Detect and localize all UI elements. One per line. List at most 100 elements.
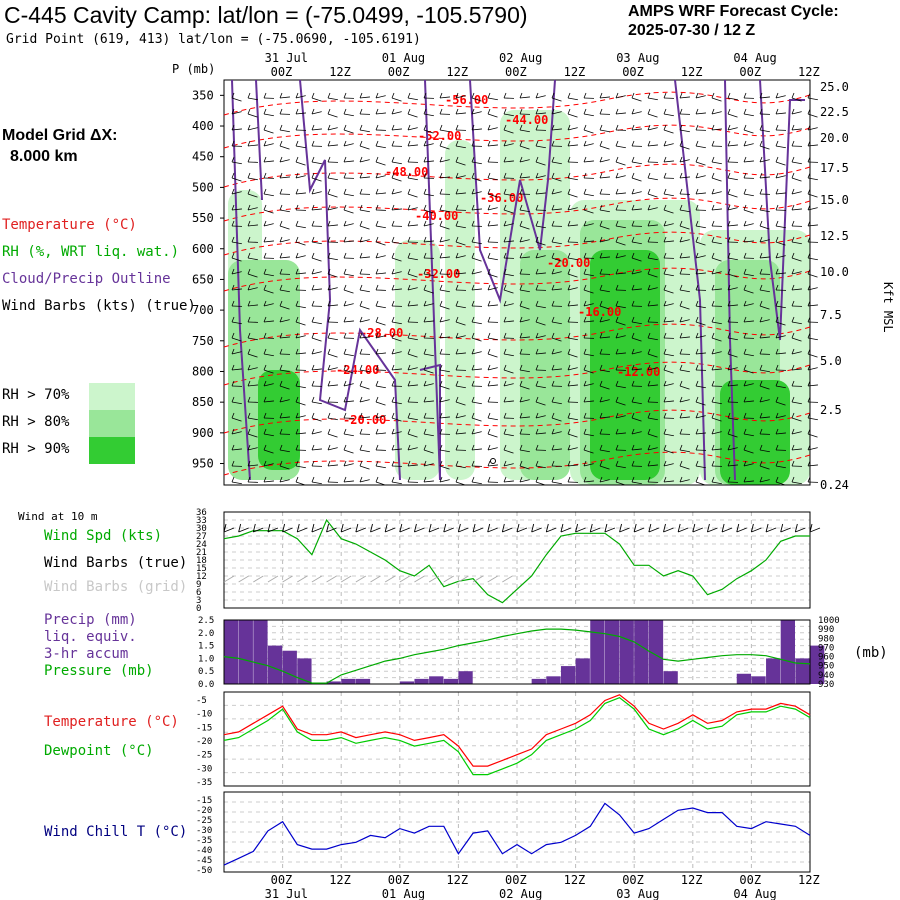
wind-barb-flag <box>471 172 475 179</box>
wind-barb <box>503 480 514 483</box>
wind-barb-true-flag <box>721 523 725 533</box>
wind-barb-flag <box>343 396 347 403</box>
wind-barb <box>247 337 258 341</box>
wind-barb-flag <box>647 396 651 403</box>
wind-barb <box>519 159 530 163</box>
wind-barb-flag <box>327 428 331 435</box>
wind-barb-flag <box>535 220 539 227</box>
wind-barb-flag <box>631 236 635 243</box>
wind-barb-flag <box>263 188 267 195</box>
wind-barb <box>535 415 546 419</box>
wind-barb <box>295 321 306 326</box>
axis-tick-label: 33 <box>196 516 207 526</box>
wind-barb-flag <box>759 364 763 371</box>
wind-barb <box>535 335 546 339</box>
wind-barb <box>695 161 706 166</box>
wind-barb-flag <box>535 156 539 163</box>
wind-barb-flag <box>727 92 731 99</box>
wind-barb <box>727 257 738 261</box>
wind-barb <box>791 241 802 245</box>
wind-barb-flag <box>279 412 283 419</box>
wind-barb <box>263 320 274 323</box>
hour-top-label: 12Z <box>446 65 468 79</box>
wind-barb-flag <box>343 428 347 435</box>
wind-barb-flag <box>615 140 619 147</box>
axis-tick-label: 1.0 <box>198 654 214 664</box>
rh90-swatch <box>89 437 135 464</box>
wind-barb <box>391 481 402 485</box>
pressure-tick-label: 350 <box>192 88 214 102</box>
wind-barb-flag <box>711 284 715 291</box>
wind-barb <box>407 97 418 101</box>
wind-barb <box>471 321 482 325</box>
wind-barb-flag <box>439 268 443 275</box>
wind-barb-flag <box>359 236 363 243</box>
wind-barb-flag <box>567 348 571 355</box>
wind-barb-flag <box>231 380 235 387</box>
wind-barb-flag <box>439 92 443 99</box>
wind-barb-true <box>677 527 689 533</box>
wind-barb-flag <box>375 396 379 403</box>
wind-barb-flag <box>567 284 571 291</box>
precip-bar <box>531 678 546 684</box>
wind-barb-flag <box>407 396 411 403</box>
wind-barb-flag <box>663 156 667 163</box>
wind-barb <box>471 288 482 291</box>
wind-barb <box>631 128 642 131</box>
wind-barb-grid <box>399 575 411 583</box>
wind-barb-flag <box>775 268 779 275</box>
precip-bar <box>297 658 312 684</box>
wind-barb-flag <box>455 220 459 227</box>
wind-barb-flag <box>791 252 795 259</box>
wind-barb-flag <box>679 252 683 259</box>
wind-barb-flag <box>247 204 251 211</box>
wind-barb <box>231 321 242 325</box>
wind-barb-flag <box>807 428 811 435</box>
wind-barb-flag <box>807 236 811 243</box>
wind-barb-grid <box>297 575 308 583</box>
pressure-right-tick: 970 <box>818 643 834 653</box>
wind-barb <box>615 352 626 355</box>
wind-barb <box>727 224 738 227</box>
wind-barb <box>247 417 258 421</box>
wind-barb <box>247 193 258 198</box>
wind-barb <box>327 127 338 131</box>
wind-barb-flag <box>759 284 763 291</box>
wind-barb <box>535 385 546 389</box>
axis-tick-label: 15 <box>196 564 207 574</box>
wind-barb <box>359 416 370 419</box>
wind-barb <box>695 112 706 115</box>
wind-barb <box>583 463 594 467</box>
wind-barb <box>759 225 770 230</box>
wind-barb <box>727 144 738 147</box>
wind-barb-flag <box>327 252 331 259</box>
wind-barb-true-flag <box>501 523 505 533</box>
axis-tick-label: -40 <box>196 846 212 856</box>
wind-barb-flag <box>759 396 763 403</box>
wind-barb <box>423 113 434 117</box>
wind-barb <box>455 145 466 149</box>
wind-barb-flag <box>551 460 555 467</box>
wind-barb-flag <box>615 396 619 403</box>
wind-barb <box>503 369 514 374</box>
wind-barb-true-flag <box>370 523 373 533</box>
wind-barb <box>247 304 258 307</box>
wind-barb-flag <box>407 140 411 147</box>
wind-barb-flag <box>695 156 699 163</box>
wind-barb-flag <box>407 364 411 371</box>
wind-barb-flag <box>599 380 603 387</box>
wind-barb-flag <box>775 156 779 163</box>
wind-barb-flag <box>439 412 443 419</box>
wind-barb-flag <box>711 252 715 259</box>
precip-bar <box>282 650 297 684</box>
wind-barb-flag <box>567 332 571 339</box>
wind-barb <box>567 464 578 467</box>
legend-temperature: Temperature (°C) <box>2 217 137 233</box>
wind-barb-flag <box>695 476 699 483</box>
wind-barb <box>247 464 258 467</box>
dew-label: Dewpoint (°C) <box>44 743 154 759</box>
wind-barb-flag <box>535 124 539 131</box>
wind-barb-flag <box>231 172 235 179</box>
wind-barb-flag <box>583 412 587 419</box>
wind-barb-true <box>634 527 645 533</box>
